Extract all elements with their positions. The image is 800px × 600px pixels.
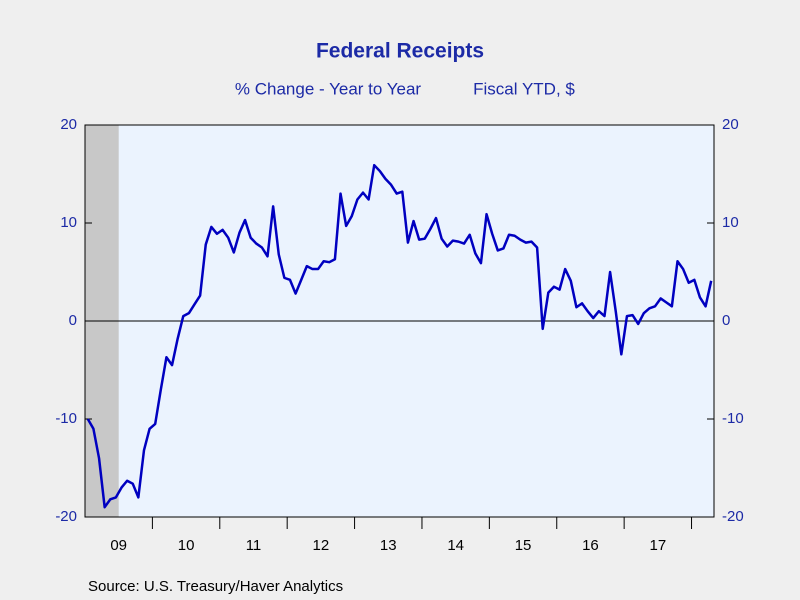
- subtitle: Fiscal YTD, $: [473, 79, 575, 98]
- y2-tick-label: -20: [722, 508, 744, 525]
- x-tick-label: 13: [380, 537, 397, 554]
- plot-frame: [84, 124, 715, 518]
- y-tick-label: 20: [60, 116, 77, 133]
- y2-tick-label: 0: [722, 312, 730, 329]
- subtitle: % Change - Year to Year: [235, 79, 422, 98]
- y-tick-label: 10: [60, 214, 77, 231]
- x-tick-label: 15: [515, 537, 532, 554]
- chart-title: Federal Receipts: [316, 40, 484, 63]
- x-tick-label: 10: [178, 537, 195, 554]
- x-tick-label: 09: [110, 537, 127, 554]
- y2-tick-label: -10: [722, 410, 744, 427]
- y2-tick-label: 20: [722, 116, 739, 133]
- x-tick-label: 17: [649, 537, 666, 554]
- source: Source: U.S. Treasury/Haver Analytics: [88, 578, 343, 595]
- x-tick-label: 14: [447, 537, 464, 554]
- y-tick-label: -20: [55, 508, 77, 525]
- y2-tick-label: 10: [722, 214, 739, 231]
- x-tick-label: 12: [313, 537, 330, 554]
- x-tick-label: 11: [246, 537, 262, 554]
- y-tick-label: 0: [69, 312, 77, 329]
- data-line: [86, 163, 713, 509]
- y-tick-label: -10: [55, 410, 77, 427]
- x-tick-label: 16: [582, 537, 599, 554]
